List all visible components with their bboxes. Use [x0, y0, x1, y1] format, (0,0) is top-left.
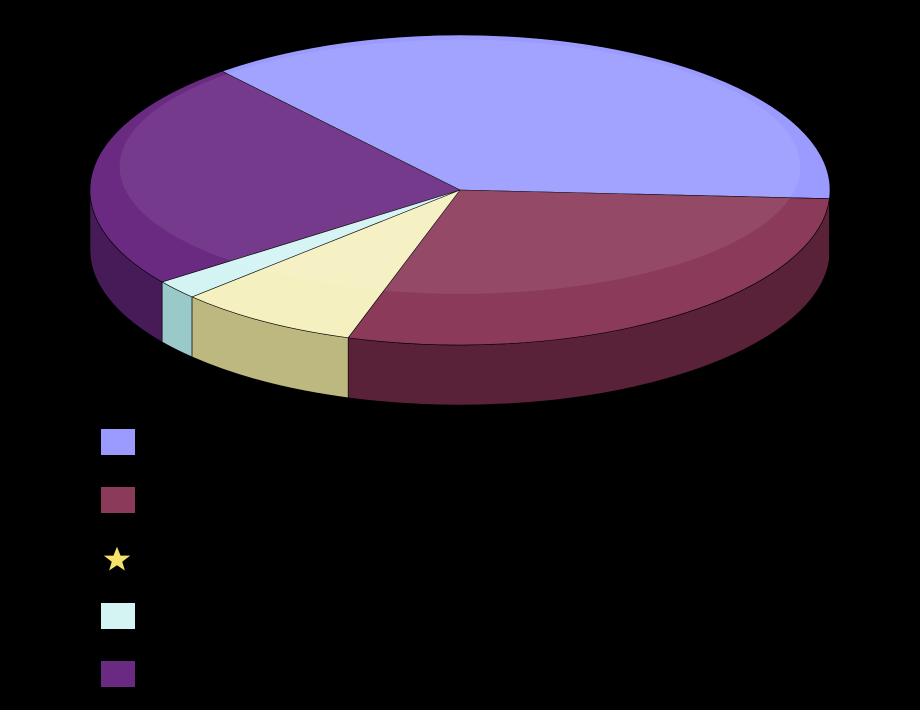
legend-item: 损伤1－5％ — [100, 594, 422, 638]
legend: 严重感染31－43％ 肿瘤24－34％ 病理产科4－12％ 损伤1－5％ 其他 — [100, 420, 422, 710]
legend-item: 其他 — [100, 652, 422, 696]
legend-label: 损伤1－5％ — [162, 594, 324, 638]
legend-label: 严重感染31－43％ — [162, 420, 422, 464]
legend-swatch — [100, 602, 136, 630]
legend-swatch — [100, 486, 136, 514]
legend-label: 病理产科4－12％ — [160, 536, 403, 580]
legend-item: 肿瘤24－34％ — [100, 478, 422, 522]
legend-swatch — [100, 660, 136, 688]
pie-chart — [60, 10, 860, 410]
legend-label: 其他 — [162, 652, 226, 696]
legend-label: 肿瘤24－34％ — [162, 478, 358, 522]
legend-item: 病理产科4－12％ — [100, 536, 422, 580]
legend-swatch — [100, 428, 136, 456]
legend-item: 严重感染31－43％ — [100, 420, 422, 464]
chart-container: 严重感染31－43％肿瘤24－34％ 病理产科4－12％损伤1－5％其他 — [0, 0, 920, 690]
star-icon — [100, 545, 134, 571]
